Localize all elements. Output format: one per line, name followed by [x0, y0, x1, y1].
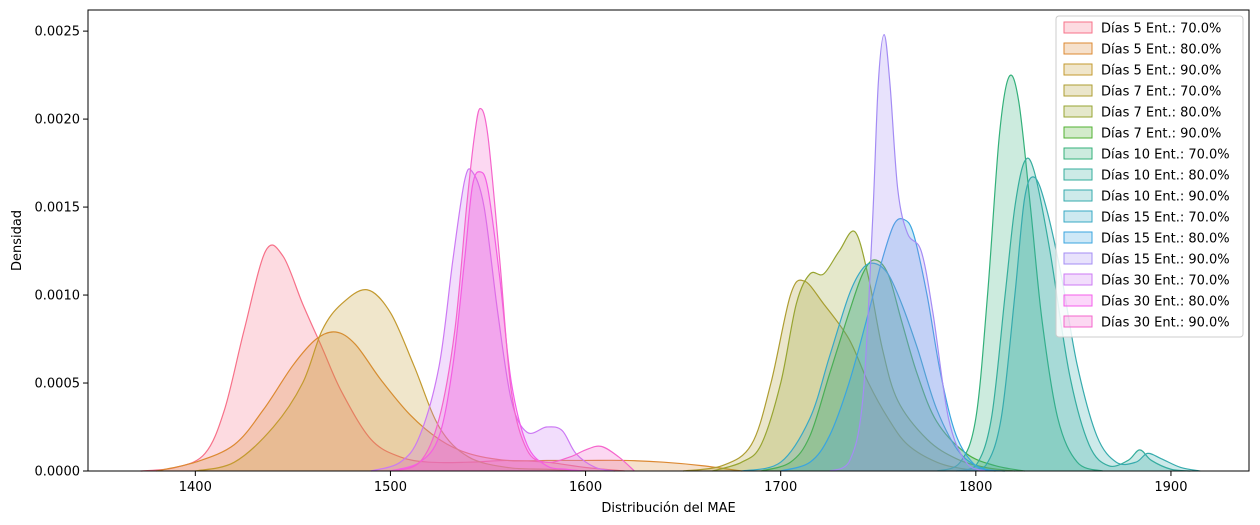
density-line-6 [761, 259, 1025, 472]
legend-label: Días 10 Ent.: 80.0% [1101, 169, 1230, 184]
x-tick-label: 1400 [179, 480, 212, 495]
legend-swatch [1063, 42, 1093, 55]
density-area-1 [140, 244, 625, 471]
density-line-7 [936, 74, 1103, 472]
density-area-3 [195, 289, 586, 471]
y-axis: 0.0000 0.0005 0.0010 0.0015 0.0020 0.0025 [35, 25, 88, 480]
y-axis-label: Densidad [10, 210, 25, 271]
x-tick-label: 1900 [1154, 480, 1187, 495]
legend-swatch [1063, 294, 1093, 307]
legend-label: Días 30 Ent.: 80.0% [1101, 295, 1230, 310]
legend-label: Días 15 Ent.: 70.0% [1101, 211, 1230, 226]
legend-swatch [1063, 315, 1093, 328]
y-tick-label: 0.0005 [35, 377, 81, 392]
x-tick-label: 1500 [374, 480, 407, 495]
legend-label: Días 7 Ent.: 70.0% [1101, 85, 1221, 100]
legend-swatch [1063, 168, 1093, 181]
legend-swatch [1063, 63, 1093, 76]
legend-swatch [1063, 105, 1093, 118]
density-area-15 [390, 108, 635, 471]
plot-area [140, 34, 1201, 472]
legend-swatch [1063, 21, 1093, 34]
density-area-8 [956, 158, 1191, 471]
x-tick-label: 1800 [959, 480, 992, 495]
density-line-4 [683, 279, 996, 472]
density-area-14 [390, 171, 586, 471]
legend-swatch [1063, 147, 1093, 160]
legend-label: Días 30 Ent.: 90.0% [1101, 316, 1230, 331]
x-tick-label: 1700 [764, 480, 797, 495]
density-line-8 [956, 157, 1191, 472]
y-tick-label: 0.0015 [35, 201, 81, 216]
density-line-13 [370, 168, 615, 472]
density-line-12 [829, 34, 986, 472]
density-area-11 [780, 218, 996, 471]
legend-label: Días 5 Ent.: 90.0% [1101, 64, 1221, 79]
legend-label: Días 15 Ent.: 80.0% [1101, 232, 1230, 247]
density-line-11 [780, 218, 996, 472]
density-area-12 [829, 34, 986, 472]
y-tick-label: 0.0025 [35, 25, 81, 40]
legend-swatch [1063, 231, 1093, 244]
density-area-9 [966, 176, 1201, 471]
legend-label: Días 10 Ent.: 90.0% [1101, 190, 1230, 205]
density-line-3 [195, 289, 586, 472]
axes-frame [87, 9, 1250, 472]
y-tick-label: 0.0010 [35, 289, 81, 304]
legend-label: Días 7 Ent.: 80.0% [1101, 106, 1221, 121]
x-axis-label: Distribución del MAE [601, 501, 735, 516]
legend-swatch [1063, 84, 1093, 97]
legend-swatch [1063, 252, 1093, 265]
legend-swatch [1063, 189, 1093, 202]
density-area-13 [370, 168, 615, 471]
legend-swatch [1063, 273, 1093, 286]
density-area-5 [712, 230, 1015, 471]
density-line-15 [390, 107, 635, 472]
legend-label: Días 7 Ent.: 90.0% [1101, 127, 1221, 142]
legend-swatch [1063, 126, 1093, 139]
legend-label: Días 5 Ent.: 80.0% [1101, 43, 1221, 58]
legend-label: Días 15 Ent.: 90.0% [1101, 253, 1230, 268]
density-area-2 [156, 331, 742, 471]
x-tick-label: 1600 [569, 480, 602, 495]
legend-swatch [1063, 210, 1093, 223]
density-line-14 [390, 171, 586, 472]
density-area-7 [936, 75, 1103, 471]
legend-label: Días 30 Ent.: 70.0% [1101, 274, 1230, 289]
y-tick-label: 0.0000 [35, 465, 81, 480]
legend: Días 5 Ent.: 70.0% Días 5 Ent.: 80.0% Días… [1055, 15, 1244, 338]
y-tick-label: 0.0020 [35, 113, 81, 128]
density-area-10 [741, 263, 1006, 471]
legend-label: Días 5 Ent.: 70.0% [1101, 22, 1221, 37]
legend-box [1055, 15, 1244, 338]
legend-label: Días 10 Ent.: 70.0% [1101, 148, 1230, 163]
x-axis: 1400 1500 1600 1700 1800 1900 [179, 471, 1187, 495]
density-line-2 [156, 331, 742, 472]
density-area-4 [683, 280, 996, 471]
density-line-5 [712, 230, 1015, 472]
density-area-6 [761, 259, 1025, 471]
